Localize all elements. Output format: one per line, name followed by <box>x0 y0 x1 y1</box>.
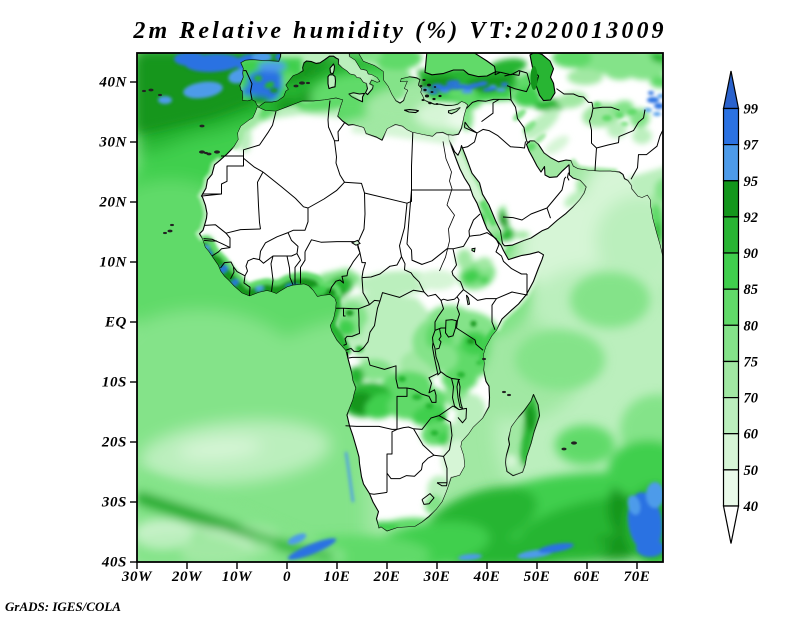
svg-text:40N: 40N <box>98 75 127 91</box>
svg-text:40: 40 <box>743 499 759 515</box>
svg-text:50: 50 <box>744 463 759 479</box>
svg-text:92: 92 <box>744 210 759 226</box>
svg-text:50E: 50E <box>524 569 551 585</box>
svg-text:40E: 40E <box>473 569 501 585</box>
svg-text:10N: 10N <box>99 255 127 271</box>
svg-text:97: 97 <box>744 138 759 154</box>
svg-text:20W: 20W <box>171 569 203 585</box>
svg-text:20E: 20E <box>373 569 401 585</box>
svg-text:30W: 30W <box>121 569 153 585</box>
svg-text:0: 0 <box>283 569 291 585</box>
svg-text:2m Relative humidity (%) VT:20: 2m Relative humidity (%) VT:2020013009 <box>132 18 666 44</box>
svg-text:20S: 20S <box>101 435 127 451</box>
svg-text:70E: 70E <box>624 569 651 585</box>
svg-text:30E: 30E <box>423 569 451 585</box>
svg-text:20N: 20N <box>98 195 127 211</box>
svg-text:70: 70 <box>744 391 759 407</box>
svg-text:75: 75 <box>744 355 759 371</box>
svg-text:GrADS: IGES/COLA: GrADS: IGES/COLA <box>5 599 121 614</box>
svg-text:10E: 10E <box>324 569 351 585</box>
svg-text:95: 95 <box>744 174 759 190</box>
svg-text:30N: 30N <box>98 135 127 151</box>
svg-text:EQ: EQ <box>104 315 127 331</box>
svg-text:30S: 30S <box>101 495 127 511</box>
svg-text:60E: 60E <box>574 569 601 585</box>
svg-text:90: 90 <box>744 246 759 262</box>
svg-text:40S: 40S <box>101 555 127 571</box>
svg-text:85: 85 <box>744 282 759 298</box>
svg-text:10S: 10S <box>102 375 127 391</box>
svg-text:80: 80 <box>744 318 759 334</box>
svg-text:10W: 10W <box>222 569 253 585</box>
svg-text:60: 60 <box>744 427 759 443</box>
svg-text:99: 99 <box>744 102 759 118</box>
